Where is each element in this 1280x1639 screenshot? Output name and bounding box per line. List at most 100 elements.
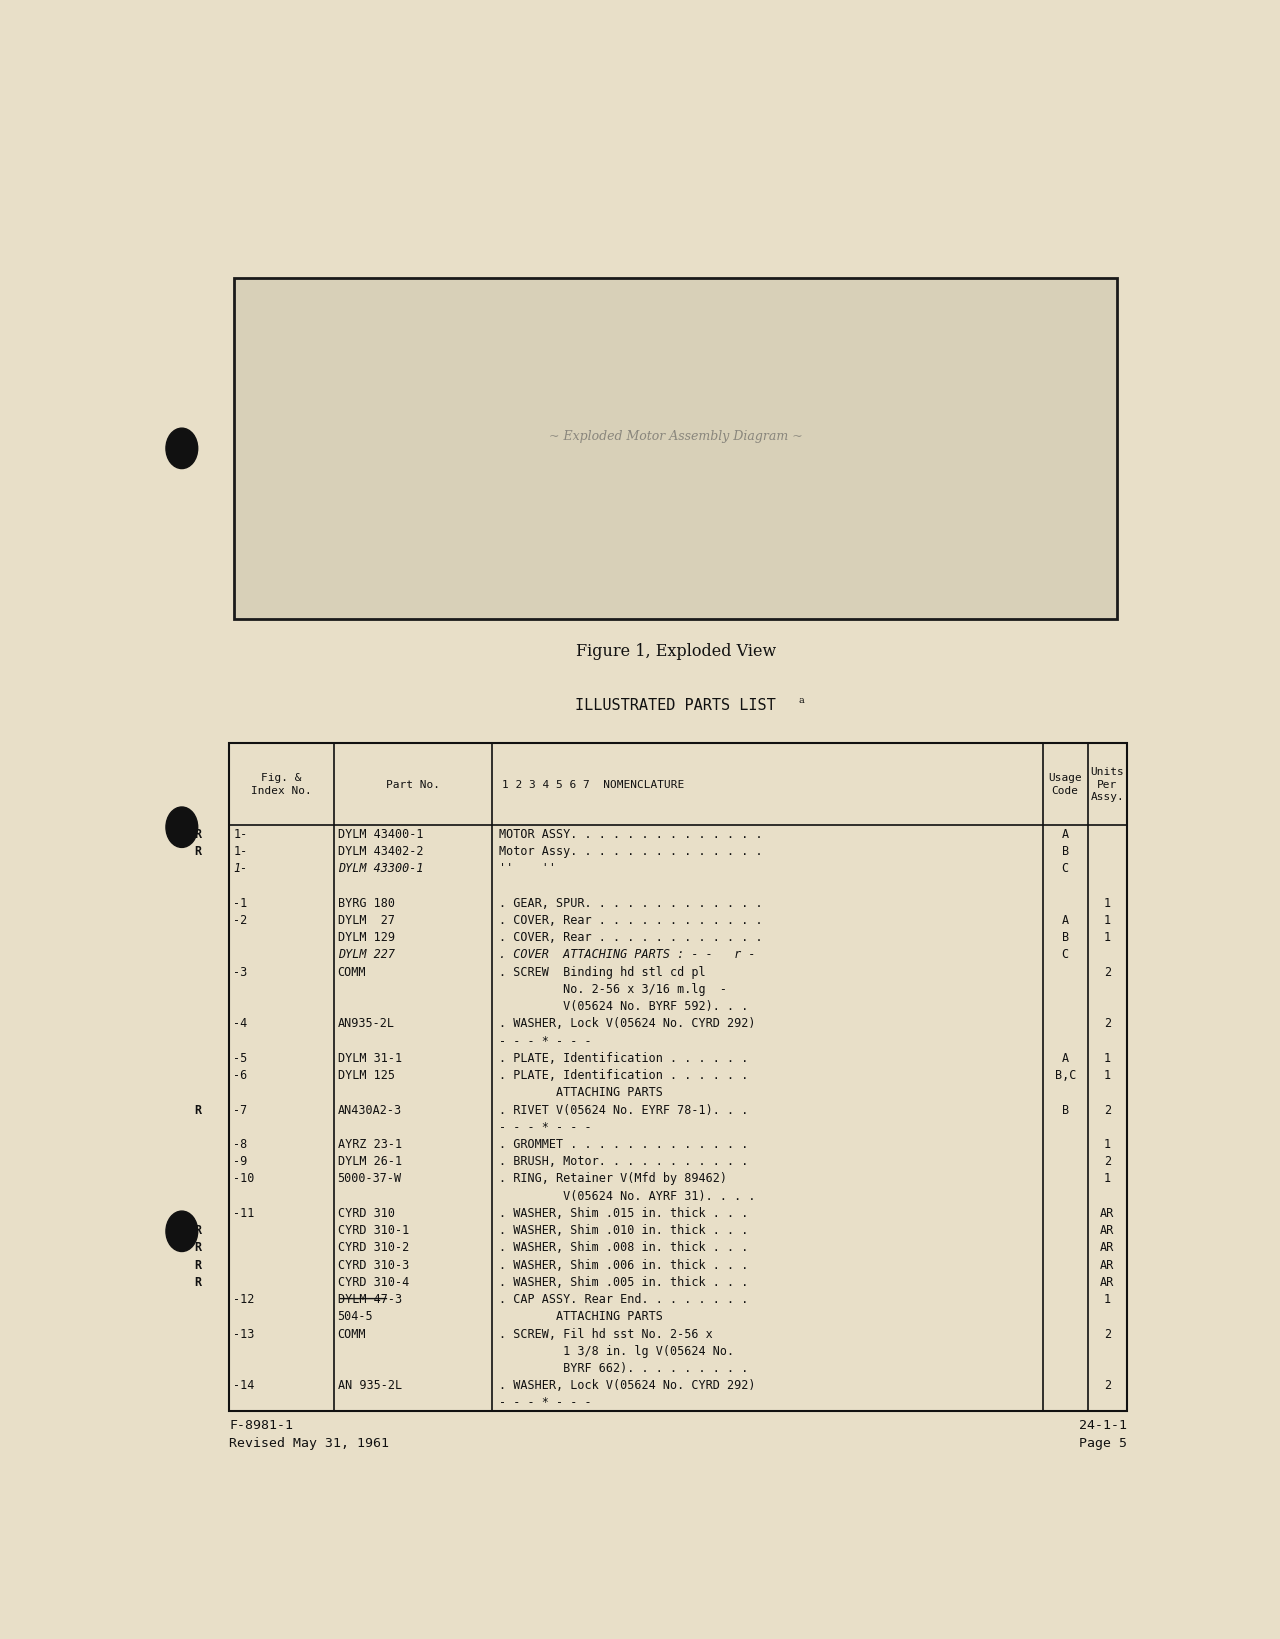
- Text: 2: 2: [1103, 1016, 1111, 1029]
- Circle shape: [166, 808, 197, 847]
- Text: AR: AR: [1101, 1206, 1115, 1219]
- Text: A: A: [1061, 913, 1069, 926]
- Text: -12: -12: [233, 1292, 255, 1305]
- Text: CYRD 310-2: CYRD 310-2: [338, 1241, 408, 1254]
- Text: ILLUSTRATED PARTS LIST: ILLUSTRATED PARTS LIST: [576, 698, 776, 713]
- Text: B,C: B,C: [1055, 1069, 1076, 1082]
- Text: - - - * - - -: - - - * - - -: [499, 1034, 591, 1047]
- Text: . PLATE, Identification . . . . . .: . PLATE, Identification . . . . . .: [499, 1051, 749, 1064]
- Text: R: R: [195, 1257, 201, 1270]
- Text: . PLATE, Identification . . . . . .: . PLATE, Identification . . . . . .: [499, 1069, 749, 1082]
- Text: R: R: [195, 844, 201, 857]
- Text: BYRF 662). . . . . . . . .: BYRF 662). . . . . . . . .: [499, 1362, 749, 1373]
- Text: -8: -8: [233, 1137, 247, 1151]
- Text: . WASHER, Shim .005 in. thick . . .: . WASHER, Shim .005 in. thick . . .: [499, 1275, 749, 1288]
- Text: . WASHER, Lock V(05624 No. CYRD 292): . WASHER, Lock V(05624 No. CYRD 292): [499, 1378, 755, 1392]
- Circle shape: [166, 429, 197, 469]
- Text: ATTACHING PARTS: ATTACHING PARTS: [499, 1085, 663, 1098]
- Text: CYRD 310-4: CYRD 310-4: [338, 1275, 408, 1288]
- Text: 1: 1: [1103, 1172, 1111, 1185]
- Text: . CAP ASSY. Rear End. . . . . . . .: . CAP ASSY. Rear End. . . . . . . .: [499, 1292, 749, 1305]
- Text: Fig. &
Index No.: Fig. & Index No.: [251, 772, 312, 795]
- Text: CYRD 310: CYRD 310: [338, 1206, 394, 1219]
- Text: No. 2-56 x 3/16 m.lg  -: No. 2-56 x 3/16 m.lg -: [499, 982, 727, 995]
- Text: -13: -13: [233, 1326, 255, 1339]
- Text: 1: 1: [1103, 1137, 1111, 1151]
- Text: -6: -6: [233, 1069, 247, 1082]
- Text: - - - * - - -: - - - * - - -: [499, 1396, 591, 1408]
- Text: . RING, Retainer V(Mfd by 89462): . RING, Retainer V(Mfd by 89462): [499, 1172, 727, 1185]
- Text: . WASHER, Shim .008 in. thick . . .: . WASHER, Shim .008 in. thick . . .: [499, 1241, 749, 1254]
- Text: DYLM 26-1: DYLM 26-1: [338, 1154, 402, 1167]
- Text: . GEAR, SPUR. . . . . . . . . . . . .: . GEAR, SPUR. . . . . . . . . . . . .: [499, 897, 763, 910]
- Text: . WASHER, Shim .006 in. thick . . .: . WASHER, Shim .006 in. thick . . .: [499, 1257, 749, 1270]
- Text: COMM: COMM: [338, 1326, 366, 1339]
- Text: Motor Assy. . . . . . . . . . . . . .: Motor Assy. . . . . . . . . . . . . .: [499, 844, 763, 857]
- Text: 1: 1: [1103, 1069, 1111, 1082]
- Text: Units
Per
Assy.: Units Per Assy.: [1091, 767, 1124, 801]
- Text: V(05624 No. BYRF 592). . .: V(05624 No. BYRF 592). . .: [499, 1000, 749, 1013]
- Text: R: R: [195, 1103, 201, 1116]
- Text: DYLM 227: DYLM 227: [338, 947, 394, 960]
- Text: C: C: [1061, 947, 1069, 960]
- Text: CYRD 310-1: CYRD 310-1: [338, 1223, 408, 1236]
- Text: BYRG 180: BYRG 180: [338, 897, 394, 910]
- Text: a: a: [799, 695, 805, 705]
- Text: 504-5: 504-5: [338, 1310, 374, 1323]
- Text: B: B: [1061, 1103, 1069, 1116]
- Text: B: B: [1061, 844, 1069, 857]
- Text: 2: 2: [1103, 1378, 1111, 1392]
- Text: AR: AR: [1101, 1223, 1115, 1236]
- Text: DYLM 47-3: DYLM 47-3: [338, 1292, 402, 1305]
- Text: -1: -1: [233, 897, 247, 910]
- Text: . SCREW  Binding hd stl cd pl: . SCREW Binding hd stl cd pl: [499, 965, 705, 978]
- Text: DYLM 129: DYLM 129: [338, 931, 394, 944]
- Text: . BRUSH, Motor. . . . . . . . . . .: . BRUSH, Motor. . . . . . . . . . .: [499, 1154, 749, 1167]
- Text: 2: 2: [1103, 1154, 1111, 1167]
- Text: 1-: 1-: [233, 828, 247, 841]
- Text: AR: AR: [1101, 1275, 1115, 1288]
- Text: F-8981-1
Revised May 31, 1961: F-8981-1 Revised May 31, 1961: [229, 1418, 389, 1449]
- Text: -9: -9: [233, 1154, 247, 1167]
- Text: COMM: COMM: [338, 965, 366, 978]
- Text: ~ Exploded Motor Assembly Diagram ~: ~ Exploded Motor Assembly Diagram ~: [549, 429, 803, 443]
- Text: AN935-2L: AN935-2L: [338, 1016, 394, 1029]
- Text: 5000-37-W: 5000-37-W: [338, 1172, 402, 1185]
- Text: ''    '': '' '': [499, 862, 557, 875]
- Text: 1: 1: [1103, 1292, 1111, 1305]
- Text: AYRZ 23-1: AYRZ 23-1: [338, 1137, 402, 1151]
- Text: 1: 1: [1103, 913, 1111, 926]
- Text: 1 3/8 in. lg V(05624 No.: 1 3/8 in. lg V(05624 No.: [499, 1344, 735, 1357]
- Text: DYLM 43402-2: DYLM 43402-2: [338, 844, 424, 857]
- Text: AN 935-2L: AN 935-2L: [338, 1378, 402, 1392]
- Bar: [229, 742, 1128, 1411]
- Text: -4: -4: [233, 1016, 247, 1029]
- Text: 1: 1: [1103, 931, 1111, 944]
- Text: . COVER  ATTACHING PARTS : - -   r -: . COVER ATTACHING PARTS : - - r -: [499, 947, 755, 960]
- Text: -5: -5: [233, 1051, 247, 1064]
- Text: MOTOR ASSY. . . . . . . . . . . . . .: MOTOR ASSY. . . . . . . . . . . . . .: [499, 828, 763, 841]
- Text: . COVER, Rear . . . . . . . . . . . .: . COVER, Rear . . . . . . . . . . . .: [499, 931, 763, 944]
- Text: -10: -10: [233, 1172, 255, 1185]
- Text: V(05624 No. AYRF 31). . . .: V(05624 No. AYRF 31). . . .: [499, 1188, 755, 1201]
- Text: 2: 2: [1103, 1326, 1111, 1339]
- Text: DYLM 31-1: DYLM 31-1: [338, 1051, 402, 1064]
- Text: . SCREW, Fil hd sst No. 2-56 x: . SCREW, Fil hd sst No. 2-56 x: [499, 1326, 713, 1339]
- Text: . WASHER, Lock V(05624 No. CYRD 292): . WASHER, Lock V(05624 No. CYRD 292): [499, 1016, 755, 1029]
- Text: Usage
Code: Usage Code: [1048, 772, 1082, 795]
- Text: -7: -7: [233, 1103, 247, 1116]
- Text: -14: -14: [233, 1378, 255, 1392]
- Text: R: R: [195, 828, 201, 841]
- Text: -3: -3: [233, 965, 247, 978]
- Text: AR: AR: [1101, 1241, 1115, 1254]
- Text: 2: 2: [1103, 1103, 1111, 1116]
- Text: R: R: [195, 1275, 201, 1288]
- Text: 1: 1: [1103, 897, 1111, 910]
- Circle shape: [166, 1211, 197, 1252]
- Text: DYLM 43300-1: DYLM 43300-1: [338, 862, 424, 875]
- Text: AN430A2-3: AN430A2-3: [338, 1103, 402, 1116]
- Text: . COVER, Rear . . . . . . . . . . . .: . COVER, Rear . . . . . . . . . . . .: [499, 913, 763, 926]
- Text: R: R: [195, 1223, 201, 1236]
- Text: 1: 1: [1103, 1051, 1111, 1064]
- Text: -2: -2: [233, 913, 247, 926]
